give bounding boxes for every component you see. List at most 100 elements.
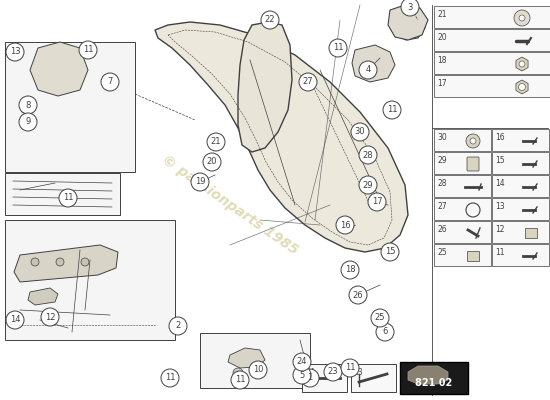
Circle shape bbox=[329, 39, 347, 57]
Circle shape bbox=[470, 138, 476, 144]
Circle shape bbox=[381, 243, 399, 261]
FancyBboxPatch shape bbox=[434, 29, 550, 51]
Polygon shape bbox=[352, 45, 395, 82]
Text: 11: 11 bbox=[82, 46, 94, 54]
FancyBboxPatch shape bbox=[434, 152, 491, 174]
Text: 11: 11 bbox=[333, 44, 343, 52]
Polygon shape bbox=[516, 80, 528, 94]
Circle shape bbox=[293, 353, 311, 371]
Text: 10: 10 bbox=[253, 366, 263, 374]
Text: 11: 11 bbox=[165, 374, 175, 382]
Circle shape bbox=[161, 369, 179, 387]
FancyBboxPatch shape bbox=[434, 6, 550, 28]
FancyBboxPatch shape bbox=[467, 251, 479, 261]
Text: 27: 27 bbox=[437, 202, 447, 211]
Circle shape bbox=[203, 153, 221, 171]
Text: 9: 9 bbox=[25, 118, 31, 126]
Text: 17: 17 bbox=[372, 198, 382, 206]
Text: 2: 2 bbox=[175, 322, 180, 330]
FancyBboxPatch shape bbox=[434, 244, 491, 266]
Circle shape bbox=[6, 43, 24, 61]
Circle shape bbox=[359, 146, 377, 164]
Text: 20: 20 bbox=[437, 33, 447, 42]
Text: 11: 11 bbox=[387, 106, 397, 114]
Circle shape bbox=[41, 308, 59, 326]
FancyBboxPatch shape bbox=[400, 362, 468, 394]
Circle shape bbox=[349, 286, 367, 304]
Text: 18: 18 bbox=[345, 266, 355, 274]
FancyBboxPatch shape bbox=[5, 220, 175, 340]
Circle shape bbox=[466, 134, 480, 148]
Circle shape bbox=[336, 216, 354, 234]
Polygon shape bbox=[30, 42, 88, 96]
FancyBboxPatch shape bbox=[492, 129, 549, 151]
Text: 15: 15 bbox=[495, 156, 505, 165]
FancyBboxPatch shape bbox=[492, 244, 549, 266]
Polygon shape bbox=[228, 348, 265, 368]
Text: 30: 30 bbox=[437, 133, 447, 142]
FancyBboxPatch shape bbox=[492, 221, 549, 243]
Text: 24: 24 bbox=[305, 368, 315, 377]
Text: 16: 16 bbox=[340, 220, 350, 230]
Circle shape bbox=[293, 366, 311, 384]
Text: 20: 20 bbox=[207, 158, 217, 166]
Text: 4: 4 bbox=[365, 66, 371, 74]
Text: 28: 28 bbox=[362, 150, 373, 160]
Polygon shape bbox=[22, 120, 32, 130]
Circle shape bbox=[514, 10, 530, 26]
Text: 23: 23 bbox=[354, 368, 364, 377]
Text: 11: 11 bbox=[63, 194, 73, 202]
FancyBboxPatch shape bbox=[5, 173, 120, 215]
Text: 13: 13 bbox=[10, 48, 20, 56]
Circle shape bbox=[519, 61, 525, 67]
Circle shape bbox=[519, 84, 525, 90]
Text: 30: 30 bbox=[355, 128, 365, 136]
Polygon shape bbox=[155, 22, 408, 252]
Polygon shape bbox=[392, 12, 425, 40]
Polygon shape bbox=[22, 102, 35, 115]
Text: © passionparts 1985: © passionparts 1985 bbox=[159, 152, 301, 258]
Circle shape bbox=[81, 258, 89, 266]
Text: 25: 25 bbox=[375, 314, 385, 322]
Text: 6: 6 bbox=[382, 328, 388, 336]
Text: 24: 24 bbox=[297, 358, 307, 366]
Text: 3: 3 bbox=[408, 2, 412, 12]
Circle shape bbox=[299, 73, 317, 91]
Text: 26: 26 bbox=[353, 290, 364, 300]
FancyBboxPatch shape bbox=[434, 221, 491, 243]
Circle shape bbox=[324, 363, 342, 381]
FancyBboxPatch shape bbox=[351, 364, 396, 392]
Polygon shape bbox=[238, 22, 292, 152]
Circle shape bbox=[207, 133, 225, 151]
Text: 19: 19 bbox=[195, 178, 205, 186]
Polygon shape bbox=[14, 245, 118, 282]
Text: 26: 26 bbox=[437, 225, 447, 234]
Circle shape bbox=[79, 41, 97, 59]
Circle shape bbox=[341, 359, 359, 377]
Polygon shape bbox=[388, 5, 428, 40]
Circle shape bbox=[261, 11, 279, 29]
Text: 12: 12 bbox=[495, 225, 504, 234]
Text: 13: 13 bbox=[495, 202, 505, 211]
Circle shape bbox=[249, 361, 267, 379]
Circle shape bbox=[19, 113, 37, 131]
Circle shape bbox=[31, 258, 39, 266]
Circle shape bbox=[19, 96, 37, 114]
Text: 22: 22 bbox=[265, 16, 275, 24]
Circle shape bbox=[401, 0, 419, 16]
Circle shape bbox=[341, 261, 359, 279]
Text: 16: 16 bbox=[495, 133, 505, 142]
Text: 15: 15 bbox=[385, 248, 395, 256]
Circle shape bbox=[56, 258, 64, 266]
FancyBboxPatch shape bbox=[434, 75, 550, 97]
Circle shape bbox=[376, 323, 394, 341]
FancyBboxPatch shape bbox=[302, 364, 347, 392]
FancyBboxPatch shape bbox=[5, 42, 135, 172]
Circle shape bbox=[6, 311, 24, 329]
Circle shape bbox=[233, 368, 243, 378]
Text: 17: 17 bbox=[437, 79, 447, 88]
Text: 27: 27 bbox=[302, 78, 313, 86]
Text: 11: 11 bbox=[345, 364, 355, 372]
Text: 14: 14 bbox=[495, 179, 505, 188]
Polygon shape bbox=[408, 366, 448, 384]
